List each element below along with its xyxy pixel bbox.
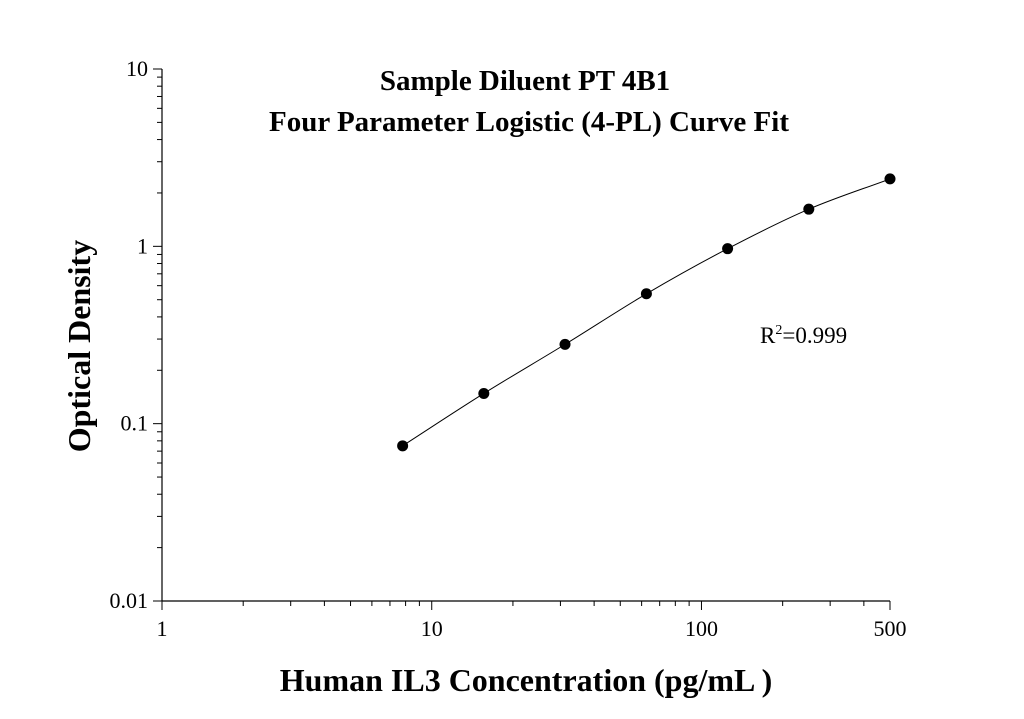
x-tick-label: 500: [874, 616, 907, 641]
fit-curve: [402, 178, 891, 447]
data-points: [397, 173, 896, 452]
r-squared-annotation: R2=0.999: [760, 323, 847, 348]
y-tick-label: 0.1: [121, 411, 149, 436]
y-tick-label: 10: [126, 56, 148, 81]
r-squared-prefix: R: [760, 323, 776, 348]
axis-tick-labels: 0.01 0.1 1 10 1 10 100 500: [110, 56, 907, 641]
r-squared-superscript: 2: [775, 323, 782, 338]
axes: [161, 69, 890, 602]
data-point: [884, 173, 896, 185]
data-point: [722, 243, 734, 255]
data-point: [478, 387, 490, 399]
chart-title-line-1: Sample Diluent PT 4B1: [380, 65, 670, 97]
data-point: [640, 288, 652, 300]
r-squared-value: =0.999: [782, 323, 847, 348]
y-axis-label: Optical Density: [61, 240, 97, 452]
data-point: [397, 440, 409, 452]
y-tick-label: 0.01: [110, 588, 149, 613]
data-point: [803, 203, 815, 215]
data-point: [559, 338, 571, 350]
axis-ticks: [153, 68, 891, 610]
x-tick-label: 1: [157, 616, 168, 641]
x-axis-label: Human IL3 Concentration (pg/mL ): [280, 662, 772, 698]
x-tick-label: 10: [421, 616, 443, 641]
chart-title-line-2: Four Parameter Logistic (4-PL) Curve Fit: [269, 106, 789, 138]
x-tick-label: 100: [685, 616, 718, 641]
y-tick-label: 1: [137, 233, 148, 258]
